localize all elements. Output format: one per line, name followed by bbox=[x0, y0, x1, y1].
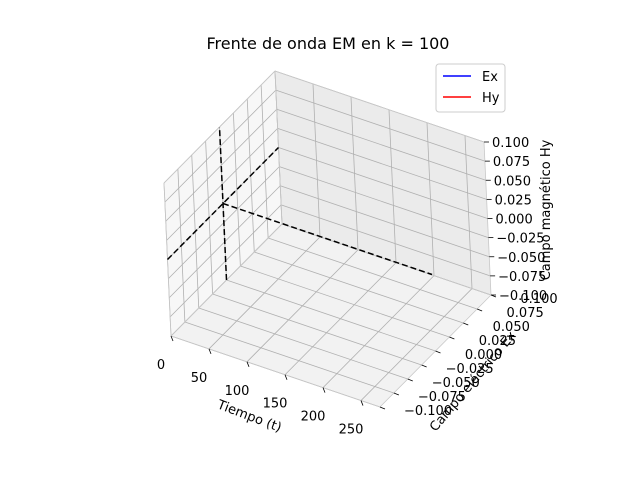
grid-line bbox=[267, 237, 478, 310]
y-tick-label: 0.000 bbox=[465, 348, 502, 363]
grid-line bbox=[276, 108, 486, 181]
dashed-reference-line bbox=[166, 146, 280, 261]
y-tick-label: 0.025 bbox=[479, 334, 516, 349]
y-tick-label: 0.075 bbox=[507, 306, 544, 321]
y-tick-label: −0.025 bbox=[446, 362, 494, 377]
legend-ex-label: Ex bbox=[482, 70, 498, 85]
y-tick-mark bbox=[407, 378, 413, 382]
z-tick-label: −0.100 bbox=[499, 289, 547, 304]
x-tick-mark bbox=[360, 400, 364, 406]
grid-line bbox=[165, 108, 278, 222]
dashed-reference-line bbox=[218, 126, 228, 281]
y-tick-label: −0.075 bbox=[418, 390, 466, 405]
y-tick-mark bbox=[379, 406, 386, 410]
x-tick-label: 250 bbox=[339, 423, 364, 438]
y-tick-mark bbox=[435, 350, 441, 354]
legend: Ex Hy bbox=[435, 63, 506, 113]
z-tick-label: −0.075 bbox=[498, 270, 546, 285]
y-tick-mark bbox=[476, 308, 483, 312]
y-tick-mark bbox=[449, 336, 455, 340]
grid-line bbox=[240, 265, 450, 338]
x-tick-label: 150 bbox=[263, 397, 288, 412]
grid-line bbox=[164, 89, 277, 203]
y-tick-mark bbox=[463, 322, 469, 326]
y-tick-label: 0.050 bbox=[493, 320, 530, 335]
grid-line bbox=[212, 293, 422, 366]
y-tick-label: −0.100 bbox=[404, 404, 452, 419]
z-axis-label: Campo magnético Hy bbox=[539, 139, 554, 280]
x-tick-mark bbox=[284, 374, 288, 380]
pane-edge bbox=[170, 335, 381, 408]
z-tick-label: 0.075 bbox=[493, 155, 530, 170]
grid-line bbox=[280, 185, 490, 258]
z-tick-label: 0.000 bbox=[496, 213, 533, 228]
y-tick-label: −0.050 bbox=[432, 376, 480, 391]
grid-line bbox=[277, 127, 487, 200]
grid-line bbox=[280, 204, 491, 277]
grid-line bbox=[184, 321, 395, 394]
pane-edge bbox=[274, 70, 485, 143]
z-tick-label: −0.050 bbox=[497, 251, 545, 266]
x-tick-label: 200 bbox=[301, 410, 326, 425]
grid-line bbox=[279, 166, 489, 239]
x-tick-mark bbox=[208, 348, 212, 355]
reference-lines bbox=[166, 126, 433, 281]
z-tick-label: 0.050 bbox=[494, 174, 531, 189]
grid-line bbox=[198, 307, 408, 380]
y-tick-mark bbox=[421, 364, 427, 368]
x-tick-mark bbox=[322, 387, 326, 393]
z-tick-label: 0.100 bbox=[492, 136, 529, 151]
axis-edges bbox=[163, 70, 492, 408]
x-tick-label: 50 bbox=[191, 371, 208, 386]
x-tick-mark bbox=[246, 361, 250, 367]
tick-marks bbox=[170, 141, 497, 410]
grid-line bbox=[254, 251, 464, 324]
x-tick-label: 100 bbox=[225, 384, 250, 399]
z-tick-label: −0.025 bbox=[496, 232, 544, 247]
z-tick-label: 0.025 bbox=[495, 193, 532, 208]
grid-line bbox=[275, 89, 486, 162]
grid-line bbox=[278, 147, 488, 219]
legend-hy-label: Hy bbox=[482, 91, 500, 106]
dashed-reference-line bbox=[222, 202, 433, 276]
grid-line bbox=[226, 279, 436, 352]
x-tick-label: 0 bbox=[157, 358, 165, 373]
y-tick-mark bbox=[393, 392, 400, 396]
tick-labels: 050100150200250−0.100−0.075−0.050−0.0250… bbox=[157, 136, 558, 438]
x-tick-mark bbox=[170, 335, 174, 342]
chart-title: Frente de onda EM en k = 100 bbox=[207, 34, 450, 53]
y-tick-label: 0.100 bbox=[520, 292, 557, 307]
